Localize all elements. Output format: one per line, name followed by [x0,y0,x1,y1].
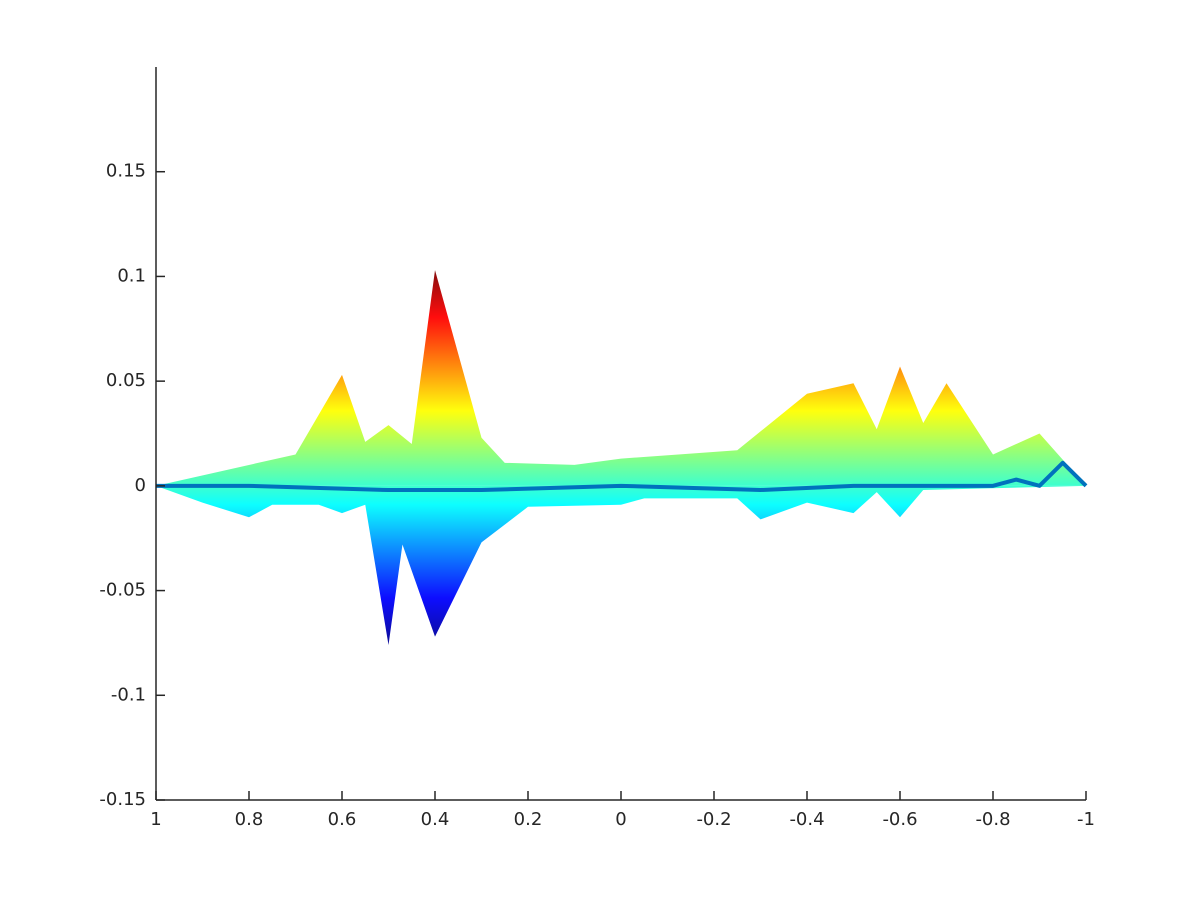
x-tick-label: 0.4 [421,809,450,830]
x-tick-label: -0.8 [975,809,1010,830]
y-tick-label: 0.15 [106,161,146,182]
x-tick-label: -0.2 [696,809,731,830]
y-tick-label: 0.1 [117,265,146,286]
y-tick-label: -0.05 [99,580,146,601]
line [156,460,1088,493]
y-tick-label: -0.15 [99,789,146,810]
x-tick-label: 0.8 [235,809,264,830]
surface-area [156,270,1086,486]
x-tick-label: 0.6 [328,809,357,830]
y-tick-label: -0.1 [111,684,146,705]
x-tick-label: 0 [615,809,626,830]
surface-area [156,485,1086,646]
x-tick-label: 0.2 [514,809,543,830]
x-tick-label: -1 [1077,809,1095,830]
y-tick-label: 0.05 [106,370,146,391]
y-tick-label: 0 [135,475,146,496]
x-tick-label: -0.4 [789,809,824,830]
x-tick-label: 1 [150,809,161,830]
x-tick-label: -0.6 [882,809,917,830]
